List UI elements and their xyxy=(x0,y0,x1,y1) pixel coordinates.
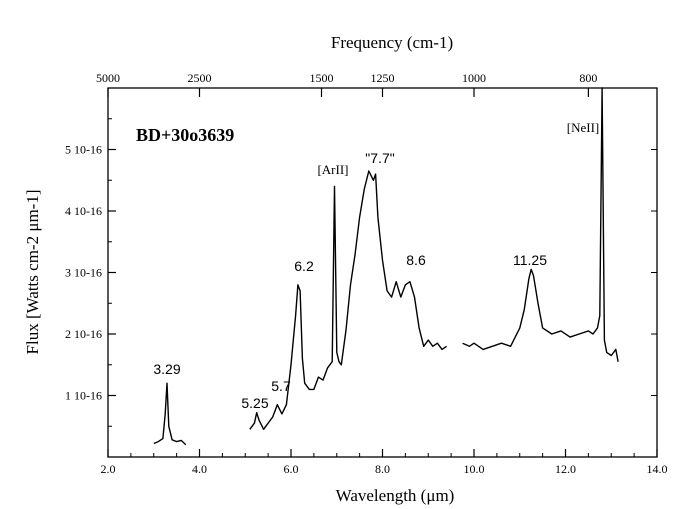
y-tick-label: 3 10-16 xyxy=(65,266,102,280)
top-tick-label: 2500 xyxy=(188,71,212,85)
top-axis-title: Frequency (cm-1) xyxy=(331,33,453,52)
spectrum-segment xyxy=(153,382,187,446)
x-tick-label: 6.0 xyxy=(284,462,299,476)
y-tick-label: 1 10-16 xyxy=(65,389,102,403)
spectrum-segment xyxy=(249,170,447,430)
y-tick-label: 4 10-16 xyxy=(65,204,102,218)
y-tick-label: 5 10-16 xyxy=(65,143,102,157)
annotation-5-25: 5.25 xyxy=(241,395,268,411)
annotation-3-29: 3.29 xyxy=(153,361,180,377)
annotation-arii: [ArII] xyxy=(317,162,348,177)
spectrum-segment xyxy=(462,87,619,362)
x-tick-label: 10.0 xyxy=(464,462,485,476)
series-layer xyxy=(153,87,619,446)
x-tick-label: 14.0 xyxy=(647,462,668,476)
top-tick-label: 800 xyxy=(579,71,597,85)
top-tick-label: 5000 xyxy=(96,71,120,85)
annotation-5-7: 5.7 xyxy=(271,378,291,394)
x-tick-label: 8.0 xyxy=(375,462,390,476)
top-tick-label: 1500 xyxy=(310,71,334,85)
x-tick-label: 12.0 xyxy=(555,462,576,476)
y-tick-label: 2 10-16 xyxy=(65,327,102,341)
annotation-11-25: 11.25 xyxy=(513,252,547,268)
object-label: BD+30o3639 xyxy=(136,125,234,145)
y-axis-title: Flux [Watts cm-2 μm-1] xyxy=(23,190,42,355)
annotation-6-2: 6.2 xyxy=(294,258,314,274)
top-tick-label: 1000 xyxy=(462,71,486,85)
annotation-8-6: 8.6 xyxy=(406,252,426,268)
top-tick-label: 1250 xyxy=(371,71,395,85)
x-tick-label: 2.0 xyxy=(101,462,116,476)
ticks-layer: 2.0 4.0 6.0 8.0 10.0 12.0 14.0 1 10-16 2 10-16 3 … xyxy=(65,71,668,476)
x-axis-title: Wavelength (μm) xyxy=(336,486,455,505)
annotation-7-7: "7.7" xyxy=(365,150,394,166)
annotation-neii: [NeII] xyxy=(567,120,599,135)
x-tick-label: 4.0 xyxy=(192,462,207,476)
